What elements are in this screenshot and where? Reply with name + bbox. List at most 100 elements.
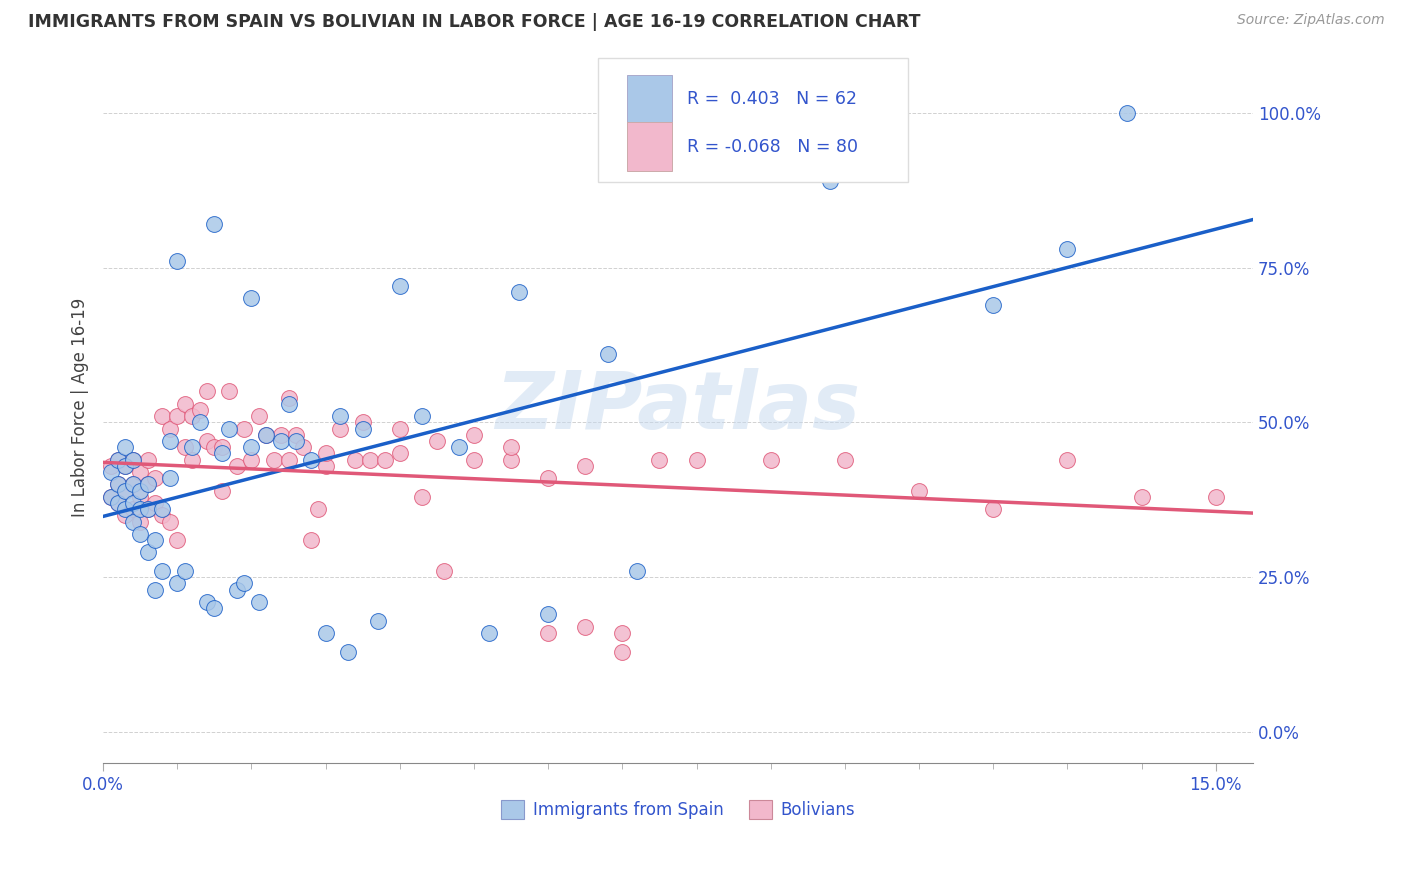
Point (173, 397, 195, 411)
Point (574, 458, 596, 473)
Point (121, 502, 143, 516)
Point (143, 582, 166, 597)
Point (411, 490, 433, 504)
Point (129, 490, 152, 504)
Point (388, 446, 411, 460)
Point (159, 421, 181, 435)
Point (100, 490, 122, 504)
Point (195, 384, 218, 399)
Point (359, 452, 381, 467)
Point (166, 254, 188, 268)
Point (352, 421, 374, 435)
Text: R =  0.403   N = 62: R = 0.403 N = 62 (688, 90, 858, 108)
Point (612, 645, 634, 659)
Point (211, 483, 233, 498)
Point (173, 440, 195, 454)
Y-axis label: In Labor Force | Age 16-19: In Labor Force | Age 16-19 (72, 297, 89, 516)
Point (107, 496, 129, 510)
Point (463, 427, 485, 442)
Point (596, 347, 619, 361)
Point (240, 452, 263, 467)
Text: ZIPatlas: ZIPatlas (495, 368, 860, 446)
Point (100, 490, 122, 504)
Point (143, 533, 166, 547)
Point (173, 564, 195, 578)
Point (270, 434, 292, 448)
Text: Source: ZipAtlas.com: Source: ZipAtlas.com (1237, 13, 1385, 28)
Point (247, 595, 270, 609)
Point (426, 434, 449, 448)
Point (908, 483, 931, 498)
Point (136, 545, 159, 559)
Point (166, 533, 188, 547)
Point (136, 452, 159, 467)
Point (981, 502, 1004, 516)
Point (107, 452, 129, 467)
Point (1056, 452, 1078, 467)
Point (336, 645, 359, 659)
Point (537, 626, 560, 640)
Point (981, 298, 1004, 312)
Point (195, 595, 218, 609)
Point (240, 292, 263, 306)
Point (254, 427, 277, 442)
Point (433, 564, 456, 578)
Point (181, 409, 204, 424)
Point (307, 502, 329, 516)
Point (277, 391, 299, 405)
Point (263, 452, 285, 467)
Point (648, 452, 671, 467)
Point (411, 409, 433, 424)
Point (388, 279, 411, 293)
Point (233, 576, 256, 591)
Point (121, 452, 143, 467)
Point (1056, 242, 1078, 256)
Point (121, 496, 143, 510)
Point (202, 601, 225, 615)
Point (195, 434, 218, 448)
Point (299, 533, 322, 547)
Point (388, 421, 411, 435)
Point (225, 458, 247, 473)
Point (166, 409, 188, 424)
Point (240, 440, 263, 454)
Point (181, 452, 204, 467)
Point (233, 421, 256, 435)
Point (114, 508, 136, 523)
Point (129, 527, 152, 541)
Point (225, 582, 247, 597)
Point (181, 440, 204, 454)
Point (166, 576, 188, 591)
Point (202, 440, 225, 454)
Point (537, 607, 560, 622)
FancyBboxPatch shape (627, 122, 672, 171)
Point (114, 483, 136, 498)
Point (352, 416, 374, 430)
Point (100, 458, 122, 473)
Text: R = -0.068   N = 80: R = -0.068 N = 80 (688, 138, 858, 156)
Point (277, 397, 299, 411)
Point (136, 502, 159, 516)
Point (759, 452, 782, 467)
Point (315, 458, 337, 473)
Point (188, 416, 211, 430)
Point (501, 440, 523, 454)
Point (152, 409, 174, 424)
Point (121, 477, 143, 491)
Point (114, 502, 136, 516)
Point (159, 471, 181, 485)
Point (299, 452, 322, 467)
Point (626, 564, 648, 578)
Point (152, 502, 174, 516)
Point (277, 452, 299, 467)
Point (107, 477, 129, 491)
Point (188, 403, 211, 417)
Point (114, 458, 136, 473)
Point (136, 477, 159, 491)
Point (834, 452, 856, 467)
Point (344, 452, 367, 467)
Point (121, 477, 143, 491)
Point (107, 477, 129, 491)
Point (100, 465, 122, 479)
Point (218, 421, 240, 435)
